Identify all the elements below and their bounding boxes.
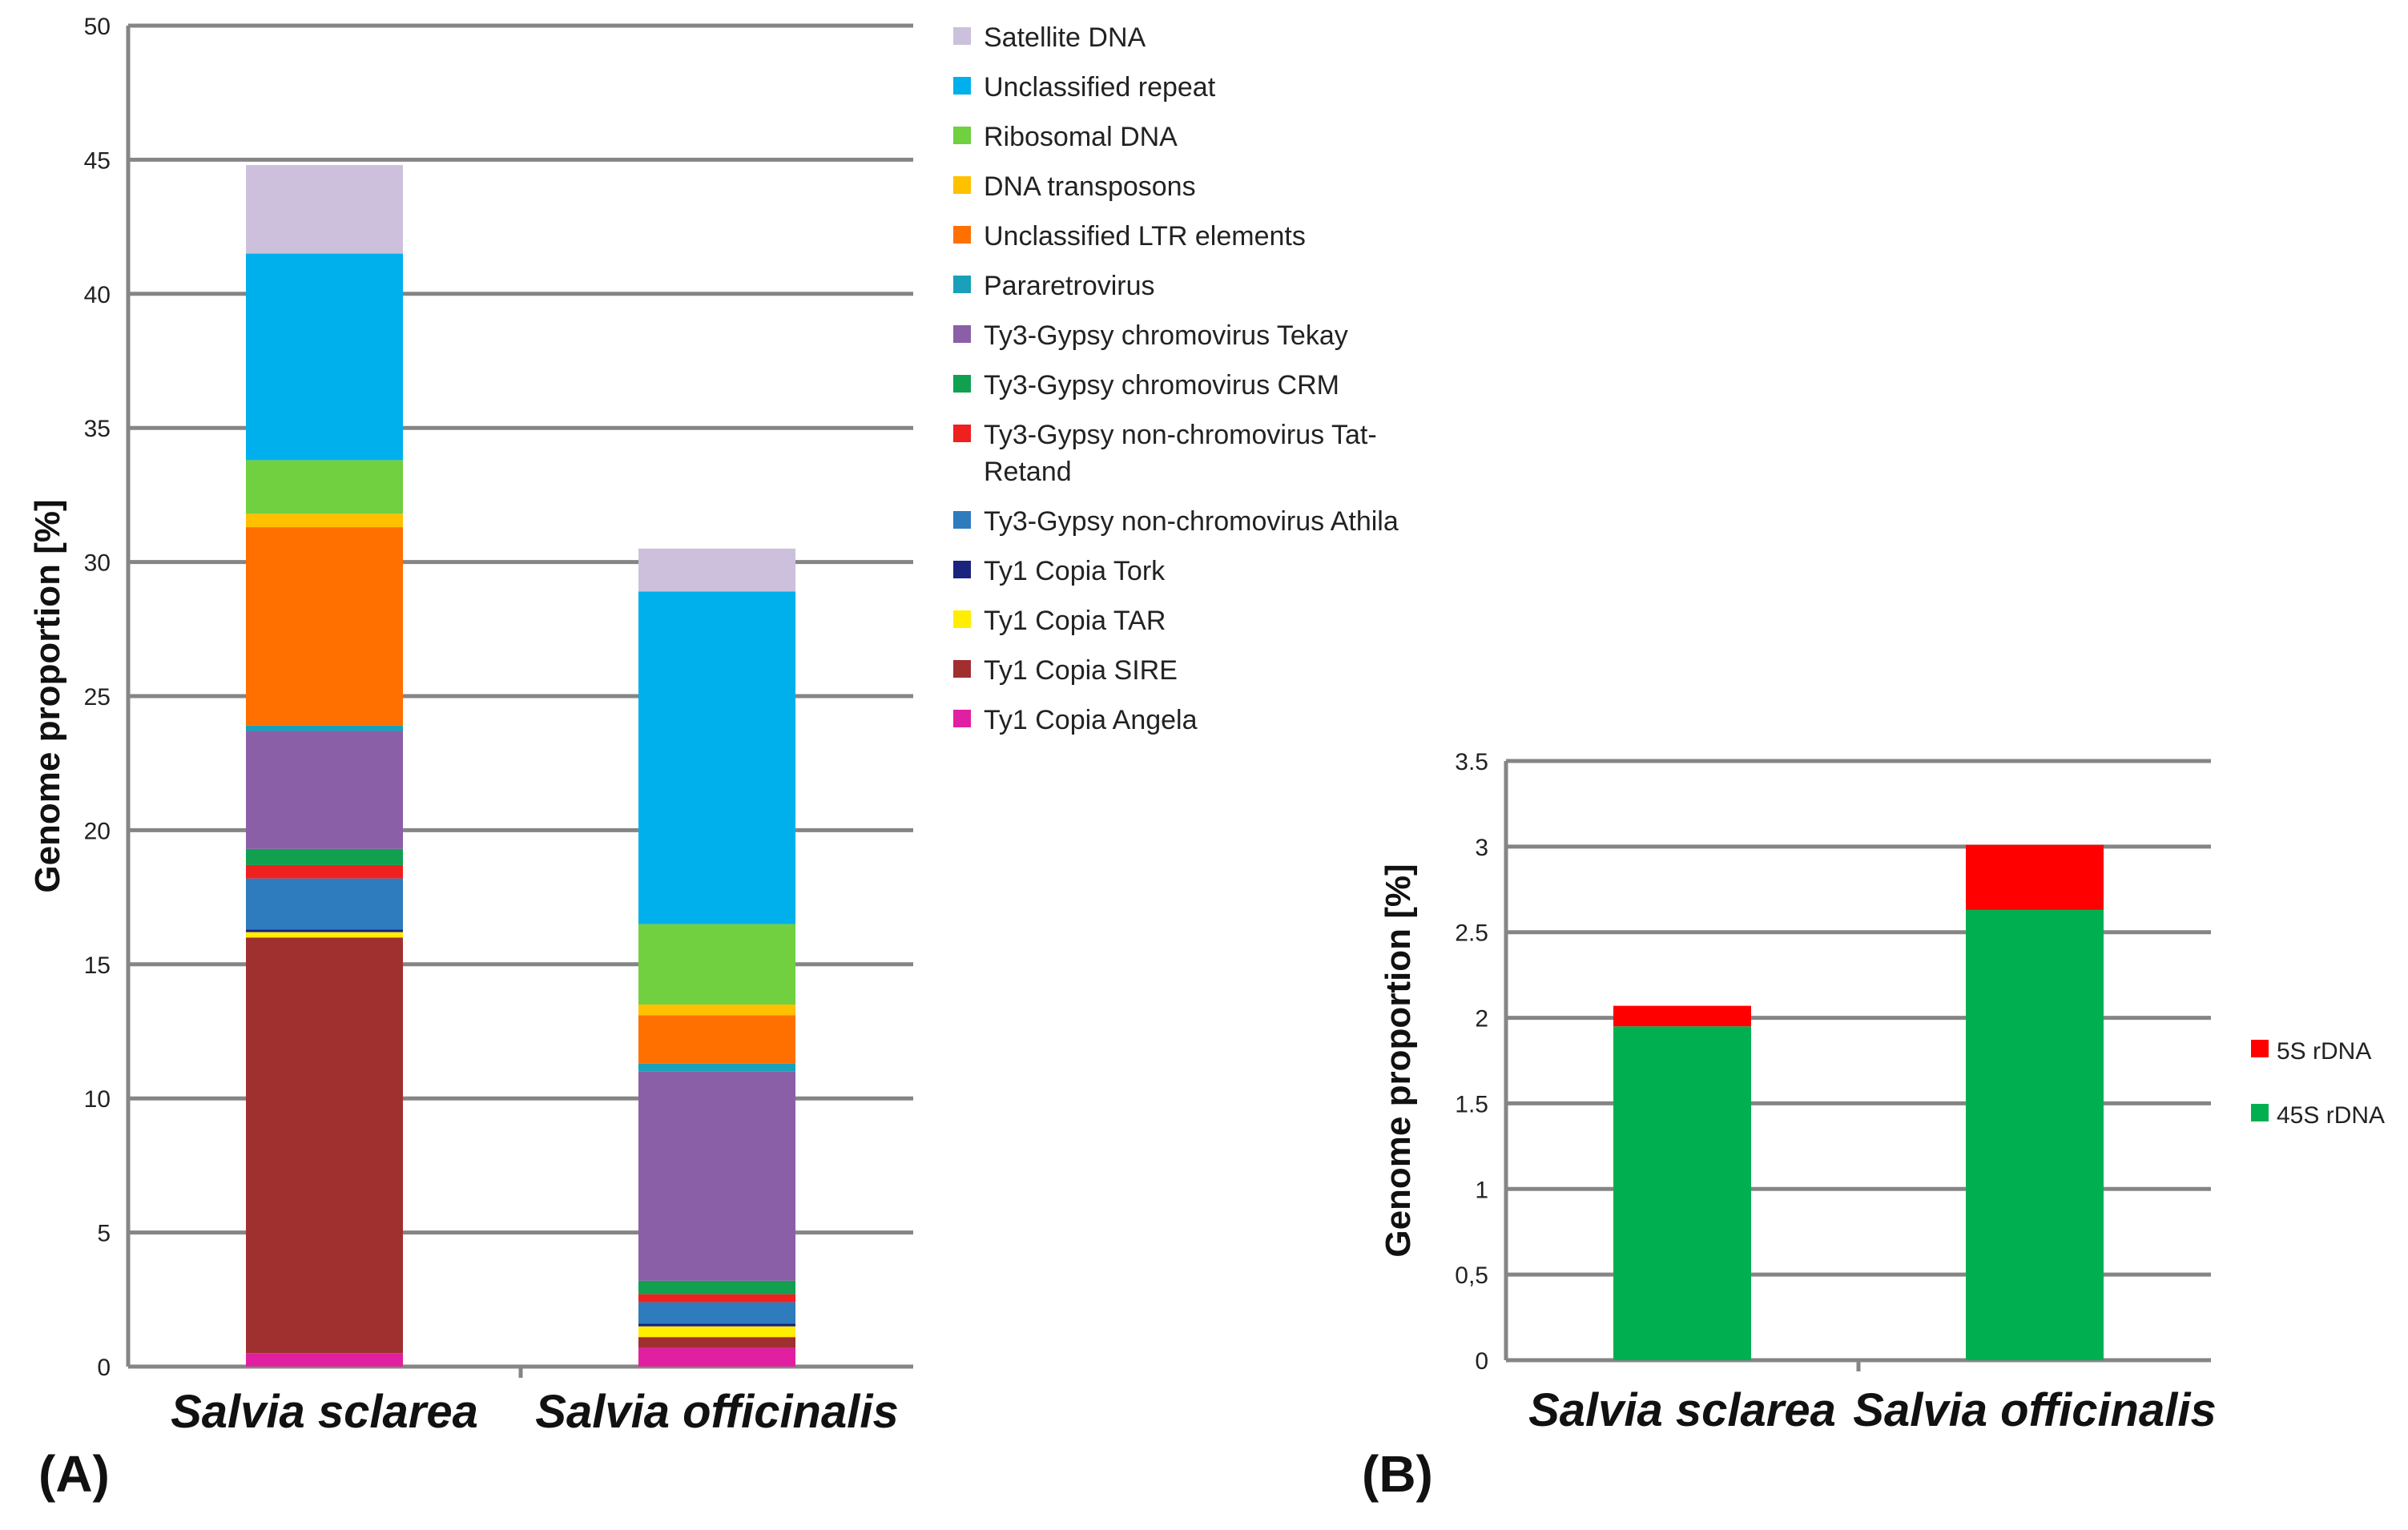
legend-swatch-unclassified-repeat	[953, 77, 971, 95]
bar-segment-ty3-gypsy-chromovirus-crm	[246, 848, 403, 865]
bar-segment-ty1-copia-sire	[638, 1337, 795, 1348]
bar-segment-45s-rdna	[1966, 909, 2104, 1360]
legend-swatch-ty3-gypsy-chromovirus-tekay	[953, 325, 971, 343]
y-tick-label: 20	[84, 818, 111, 844]
x-category-label: Salvia sclarea	[171, 1386, 478, 1438]
chart-a: 0 5 10 15 20 25 30 35 40 45 50 Salvia sclarea Salvia…	[28, 14, 1399, 1503]
bar-segment-ty3-gypsy-chromovirus-tekay	[638, 1071, 795, 1281]
y-tick-label: 0	[97, 1355, 111, 1381]
y-tick-label: 40	[84, 282, 111, 308]
y-tick-label: 0	[1475, 1348, 1488, 1375]
bar-segment-satellite-dna	[638, 548, 795, 592]
bar-segment-ty3-gypsy-non-chromovirus-athila	[246, 878, 403, 930]
y-tick-label: 35	[84, 416, 111, 442]
y-tick-label: 0,5	[1455, 1262, 1488, 1289]
y-tick-label: 10	[84, 1086, 111, 1113]
legend-swatch-5s-rdna	[2251, 1040, 2269, 1057]
bar-segment-satellite-dna	[246, 165, 403, 254]
x-category-label: Salvia officinalis	[535, 1386, 898, 1438]
legend-swatch-dna-transposons	[953, 176, 971, 194]
legend-label: 45S rDNA	[2277, 1102, 2385, 1129]
legend-swatch-45s-rdna	[2251, 1104, 2269, 1121]
bar-segment-45s-rdna	[1613, 1026, 1751, 1360]
legend-label: Satellite DNA	[984, 22, 1146, 53]
legend-label: Retand	[984, 457, 1072, 487]
y-tick-label: 15	[84, 952, 111, 979]
legend-label: Ty1 Copia TAR	[984, 606, 1166, 636]
legend-label: Ty3-Gypsy chromovirus Tekay	[984, 320, 1348, 351]
bar-segment-ty3-gypsy-non-chromovirus-tat-retand	[246, 864, 403, 879]
legend-swatch-ty3-gypsy-chromovirus-crm	[953, 375, 971, 393]
y-tick-label: 2	[1475, 1006, 1488, 1033]
bar-segment-5s-rdna	[1613, 1005, 1751, 1027]
bar-segment-ty1-copia-tork	[638, 1323, 795, 1327]
bar-segment-ty1-copia-tar	[638, 1326, 795, 1338]
legend-swatch-ty1-copia-sire	[953, 660, 971, 678]
bar-segment-ty1-copia-angela	[246, 1353, 403, 1367]
panel-label-b: (B)	[1362, 1445, 1433, 1503]
legend-swatch-ty1-copia-angela	[953, 710, 971, 727]
legend-label: DNA transposons	[984, 171, 1196, 202]
legend-label: Ty3-Gypsy non-chromovirus Athila	[984, 506, 1399, 537]
bar-segment-unclassified-ltr-elements	[638, 1015, 795, 1064]
legend-swatch-ty1-copia-tork	[953, 561, 971, 578]
x-category-label: Salvia officinalis	[1853, 1384, 2216, 1436]
y-tick-label: 3	[1475, 835, 1488, 861]
legend-label: Ty3-Gypsy non-chromovirus Tat-	[984, 420, 1377, 450]
bar-segment-ty1-copia-tar	[246, 932, 403, 938]
legend-swatch-satellite-dna	[953, 27, 971, 45]
y-axis-label: Genome proportion [%]	[28, 499, 67, 892]
bar-segment-ty3-gypsy-non-chromovirus-athila	[638, 1302, 795, 1324]
bar-segment-unclassified-repeat	[638, 591, 795, 924]
legend-swatch-pararetrovirus	[953, 276, 971, 293]
legend-label: Ty3-Gypsy chromovirus CRM	[984, 370, 1339, 401]
legend-swatch-ty1-copia-tar	[953, 610, 971, 628]
y-tick-label: 45	[84, 147, 111, 174]
legend-label: Ty1 Copia SIRE	[984, 655, 1178, 686]
y-axis-label: Genome proportion [%]	[1379, 864, 1418, 1257]
legend-label: Ribosomal DNA	[984, 122, 1178, 152]
y-tick-label: 1	[1475, 1177, 1488, 1203]
bar-segment-ty1-copia-tork	[246, 929, 403, 932]
y-tick-label: 2.5	[1455, 920, 1488, 947]
bar-segment-5s-rdna	[1966, 844, 2104, 910]
legend-label: Pararetrovirus	[984, 271, 1155, 301]
legend-swatch-ty3-gypsy-non-chromovirus-athila	[953, 511, 971, 529]
y-tick-label: 25	[84, 684, 111, 711]
bar-segment-unclassified-ltr-elements	[246, 527, 403, 726]
legend-swatch-unclassified-ltr-elements	[953, 226, 971, 244]
y-tick-label: 5	[97, 1221, 111, 1247]
legend-label: 5S rDNA	[2277, 1038, 2371, 1065]
bar-segment-ty3-gypsy-non-chromovirus-tat-retand	[638, 1294, 795, 1303]
bar-segment-ty1-copia-sire	[246, 937, 403, 1354]
x-category-label: Salvia sclarea	[1528, 1384, 1836, 1436]
legend-label: Ty1 Copia Tork	[984, 556, 1166, 586]
bar-segment-pararetrovirus	[638, 1063, 795, 1072]
bar-segment-ty3-gypsy-chromovirus-crm	[638, 1280, 795, 1294]
bar-segment-unclassified-repeat	[246, 253, 403, 461]
bar-segment-ty1-copia-angela	[638, 1347, 795, 1367]
bar-segment-ribosomal-dna	[638, 924, 795, 1005]
bar-segment-ty3-gypsy-chromovirus-tekay	[246, 731, 403, 849]
y-tick-label: 30	[84, 550, 111, 577]
y-tick-label: 3.5	[1455, 749, 1488, 775]
y-tick-label: 50	[84, 14, 111, 40]
panel-label-a: (A)	[38, 1445, 110, 1503]
bar-segment-pararetrovirus	[246, 725, 403, 731]
y-tick-label: 1.5	[1455, 1091, 1488, 1117]
bar-segment-dna-transposons	[246, 513, 403, 528]
legend-swatch-ty3-gypsy-non-chromovirus-tat-retand	[953, 425, 971, 442]
chart-b: 0 0,5 1 1.5 2 2.5 3 3.5 Salvia sclarea Salvia off…	[1362, 749, 2385, 1503]
legend-label: Unclassified repeat	[984, 72, 1216, 103]
bar-segment-ribosomal-dna	[246, 460, 403, 514]
legend-label: Unclassified LTR elements	[984, 221, 1306, 252]
bar-segment-dna-transposons	[638, 1005, 795, 1016]
legend-label: Ty1 Copia Angela	[984, 705, 1198, 735]
legend-swatch-ribosomal-dna	[953, 127, 971, 144]
